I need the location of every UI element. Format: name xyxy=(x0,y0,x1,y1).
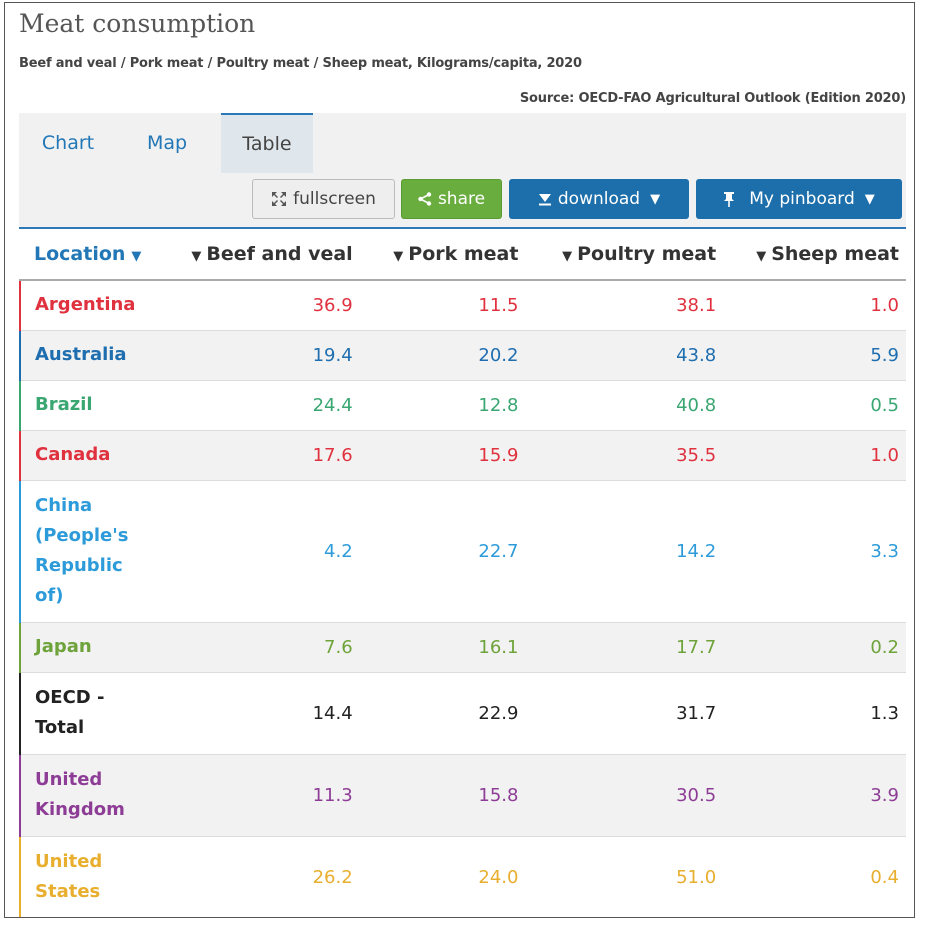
cell-value: 5.9 xyxy=(723,330,906,381)
column-header-pork[interactable]: ▼ Pork meat xyxy=(359,229,526,281)
cell-value: 22.9 xyxy=(359,672,526,755)
table-row: China (People's Republic of) 4.2 22.7 14.2 3.3 xyxy=(19,480,906,623)
column-header-label: Pork meat xyxy=(408,243,519,265)
pin-icon xyxy=(723,191,735,207)
cell-value: 14.4 xyxy=(159,672,360,755)
cell-value: 31.7 xyxy=(525,672,724,755)
cell-value: 3.3 xyxy=(723,480,906,623)
page-title: Meat consumption xyxy=(19,9,256,38)
row-location[interactable]: OECD - Total xyxy=(19,672,160,755)
sort-arrow-icon: ▼ xyxy=(756,249,767,264)
chevron-down-icon: ▼ xyxy=(864,191,875,207)
column-header-poultry[interactable]: ▼ Poultry meat xyxy=(525,229,724,281)
share-icon xyxy=(418,192,432,206)
cell-value: 4.2 xyxy=(159,480,360,623)
column-header-location[interactable]: Location ▼ xyxy=(20,229,160,281)
cell-value: 40.8 xyxy=(525,380,724,431)
fullscreen-label: fullscreen xyxy=(293,189,376,209)
share-button[interactable]: share xyxy=(401,179,502,219)
cell-value: 36.9 xyxy=(159,280,360,331)
cell-value: 3.9 xyxy=(723,754,906,837)
cell-value: 38.1 xyxy=(525,280,724,331)
column-header-label: Beef and veal xyxy=(206,243,353,265)
cell-value: 11.5 xyxy=(359,280,526,331)
column-header-label: Poultry meat xyxy=(577,243,717,265)
table-row: Argentina 36.9 11.5 38.1 1.0 xyxy=(19,280,906,331)
data-table: Location ▼ ▼ Beef and veal ▼ Pork meat ▼ Pou… xyxy=(19,229,906,917)
row-location[interactable]: Japan xyxy=(19,622,160,673)
row-location[interactable]: Australia xyxy=(19,330,160,381)
cell-value: 51.0 xyxy=(525,836,724,917)
row-location[interactable]: Canada xyxy=(19,430,160,481)
fullscreen-icon xyxy=(271,191,287,207)
cell-value: 22.7 xyxy=(359,480,526,623)
cell-value: 1.3 xyxy=(723,672,906,755)
cell-value: 24.0 xyxy=(359,836,526,917)
cell-value: 26.2 xyxy=(159,836,360,917)
table-row: Canada 17.6 15.9 35.5 1.0 xyxy=(19,430,906,481)
chevron-down-icon: ▼ xyxy=(650,191,661,207)
cell-value: 7.6 xyxy=(159,622,360,673)
row-location[interactable]: China (People's Republic of) xyxy=(19,480,160,623)
cell-value: 15.8 xyxy=(359,754,526,837)
tab-chart[interactable]: Chart xyxy=(41,132,95,154)
column-header-beef[interactable]: ▼ Beef and veal xyxy=(159,229,360,281)
cell-value: 1.0 xyxy=(723,430,906,481)
pinboard-label: My pinboard xyxy=(749,189,855,209)
tab-map[interactable]: Map xyxy=(146,132,188,154)
row-location[interactable]: United Kingdom xyxy=(19,754,160,837)
share-label: share xyxy=(437,189,486,209)
cell-value: 30.5 xyxy=(525,754,724,837)
cell-value: 17.6 xyxy=(159,430,360,481)
cell-value: 1.0 xyxy=(723,280,906,331)
cell-value: 0.4 xyxy=(723,836,906,917)
app-frame: Meat consumption Beef and veal / Pork me… xyxy=(4,2,915,918)
row-location[interactable]: Brazil xyxy=(19,380,160,431)
cell-value: 19.4 xyxy=(159,330,360,381)
cell-value: 17.7 xyxy=(525,622,724,673)
table-row: OECD - Total 14.4 22.9 31.7 1.3 xyxy=(19,672,906,755)
sort-arrow-icon: ▼ xyxy=(393,249,404,264)
cell-value: 12.8 xyxy=(359,380,526,431)
table-row: United States 26.2 24.0 51.0 0.4 xyxy=(19,836,906,917)
row-location[interactable]: United States xyxy=(19,836,160,917)
column-header-label: Sheep meat xyxy=(771,243,899,265)
sort-arrow-icon: ▼ xyxy=(562,249,573,264)
source-note: Source: OECD-FAO Agricultural Outlook (E… xyxy=(519,91,906,106)
download-label: download xyxy=(557,189,641,209)
cell-value: 11.3 xyxy=(159,754,360,837)
sort-arrow-icon: ▼ xyxy=(131,249,142,264)
cell-value: 15.9 xyxy=(359,430,526,481)
page-subtitle: Beef and veal / Pork meat / Poultry meat… xyxy=(19,56,582,71)
cell-value: 0.5 xyxy=(723,380,906,431)
table-row: United Kingdom 11.3 15.8 30.5 3.9 xyxy=(19,754,906,837)
cell-value: 24.4 xyxy=(159,380,360,431)
pinboard-button[interactable]: My pinboard ▼ xyxy=(696,179,902,219)
cell-value: 14.2 xyxy=(525,480,724,623)
sort-arrow-icon: ▼ xyxy=(191,249,202,264)
cell-value: 0.2 xyxy=(723,622,906,673)
view-toolbar: Chart Map Table fullscreen share xyxy=(19,113,906,229)
column-header-label: Location xyxy=(34,243,126,265)
cell-value: 20.2 xyxy=(359,330,526,381)
cell-value: 43.8 xyxy=(525,330,724,381)
download-button[interactable]: download ▼ xyxy=(509,179,689,219)
table-body: Argentina 36.9 11.5 38.1 1.0 Australia 19.4 20.… xyxy=(19,280,906,917)
fullscreen-button[interactable]: fullscreen xyxy=(252,179,395,219)
table-row: Australia 19.4 20.2 43.8 5.9 xyxy=(19,330,906,381)
column-header-sheep[interactable]: ▼ Sheep meat xyxy=(723,229,906,281)
table-row: Japan 7.6 16.1 17.7 0.2 xyxy=(19,622,906,673)
cell-value: 35.5 xyxy=(525,430,724,481)
row-location[interactable]: Argentina xyxy=(19,280,160,331)
cell-value: 16.1 xyxy=(359,622,526,673)
table-header-row: Location ▼ ▼ Beef and veal ▼ Pork meat ▼ Pou… xyxy=(20,229,906,281)
table-row: Brazil 24.4 12.8 40.8 0.5 xyxy=(19,380,906,431)
tab-table[interactable]: Table xyxy=(221,113,313,173)
download-icon xyxy=(538,192,552,206)
